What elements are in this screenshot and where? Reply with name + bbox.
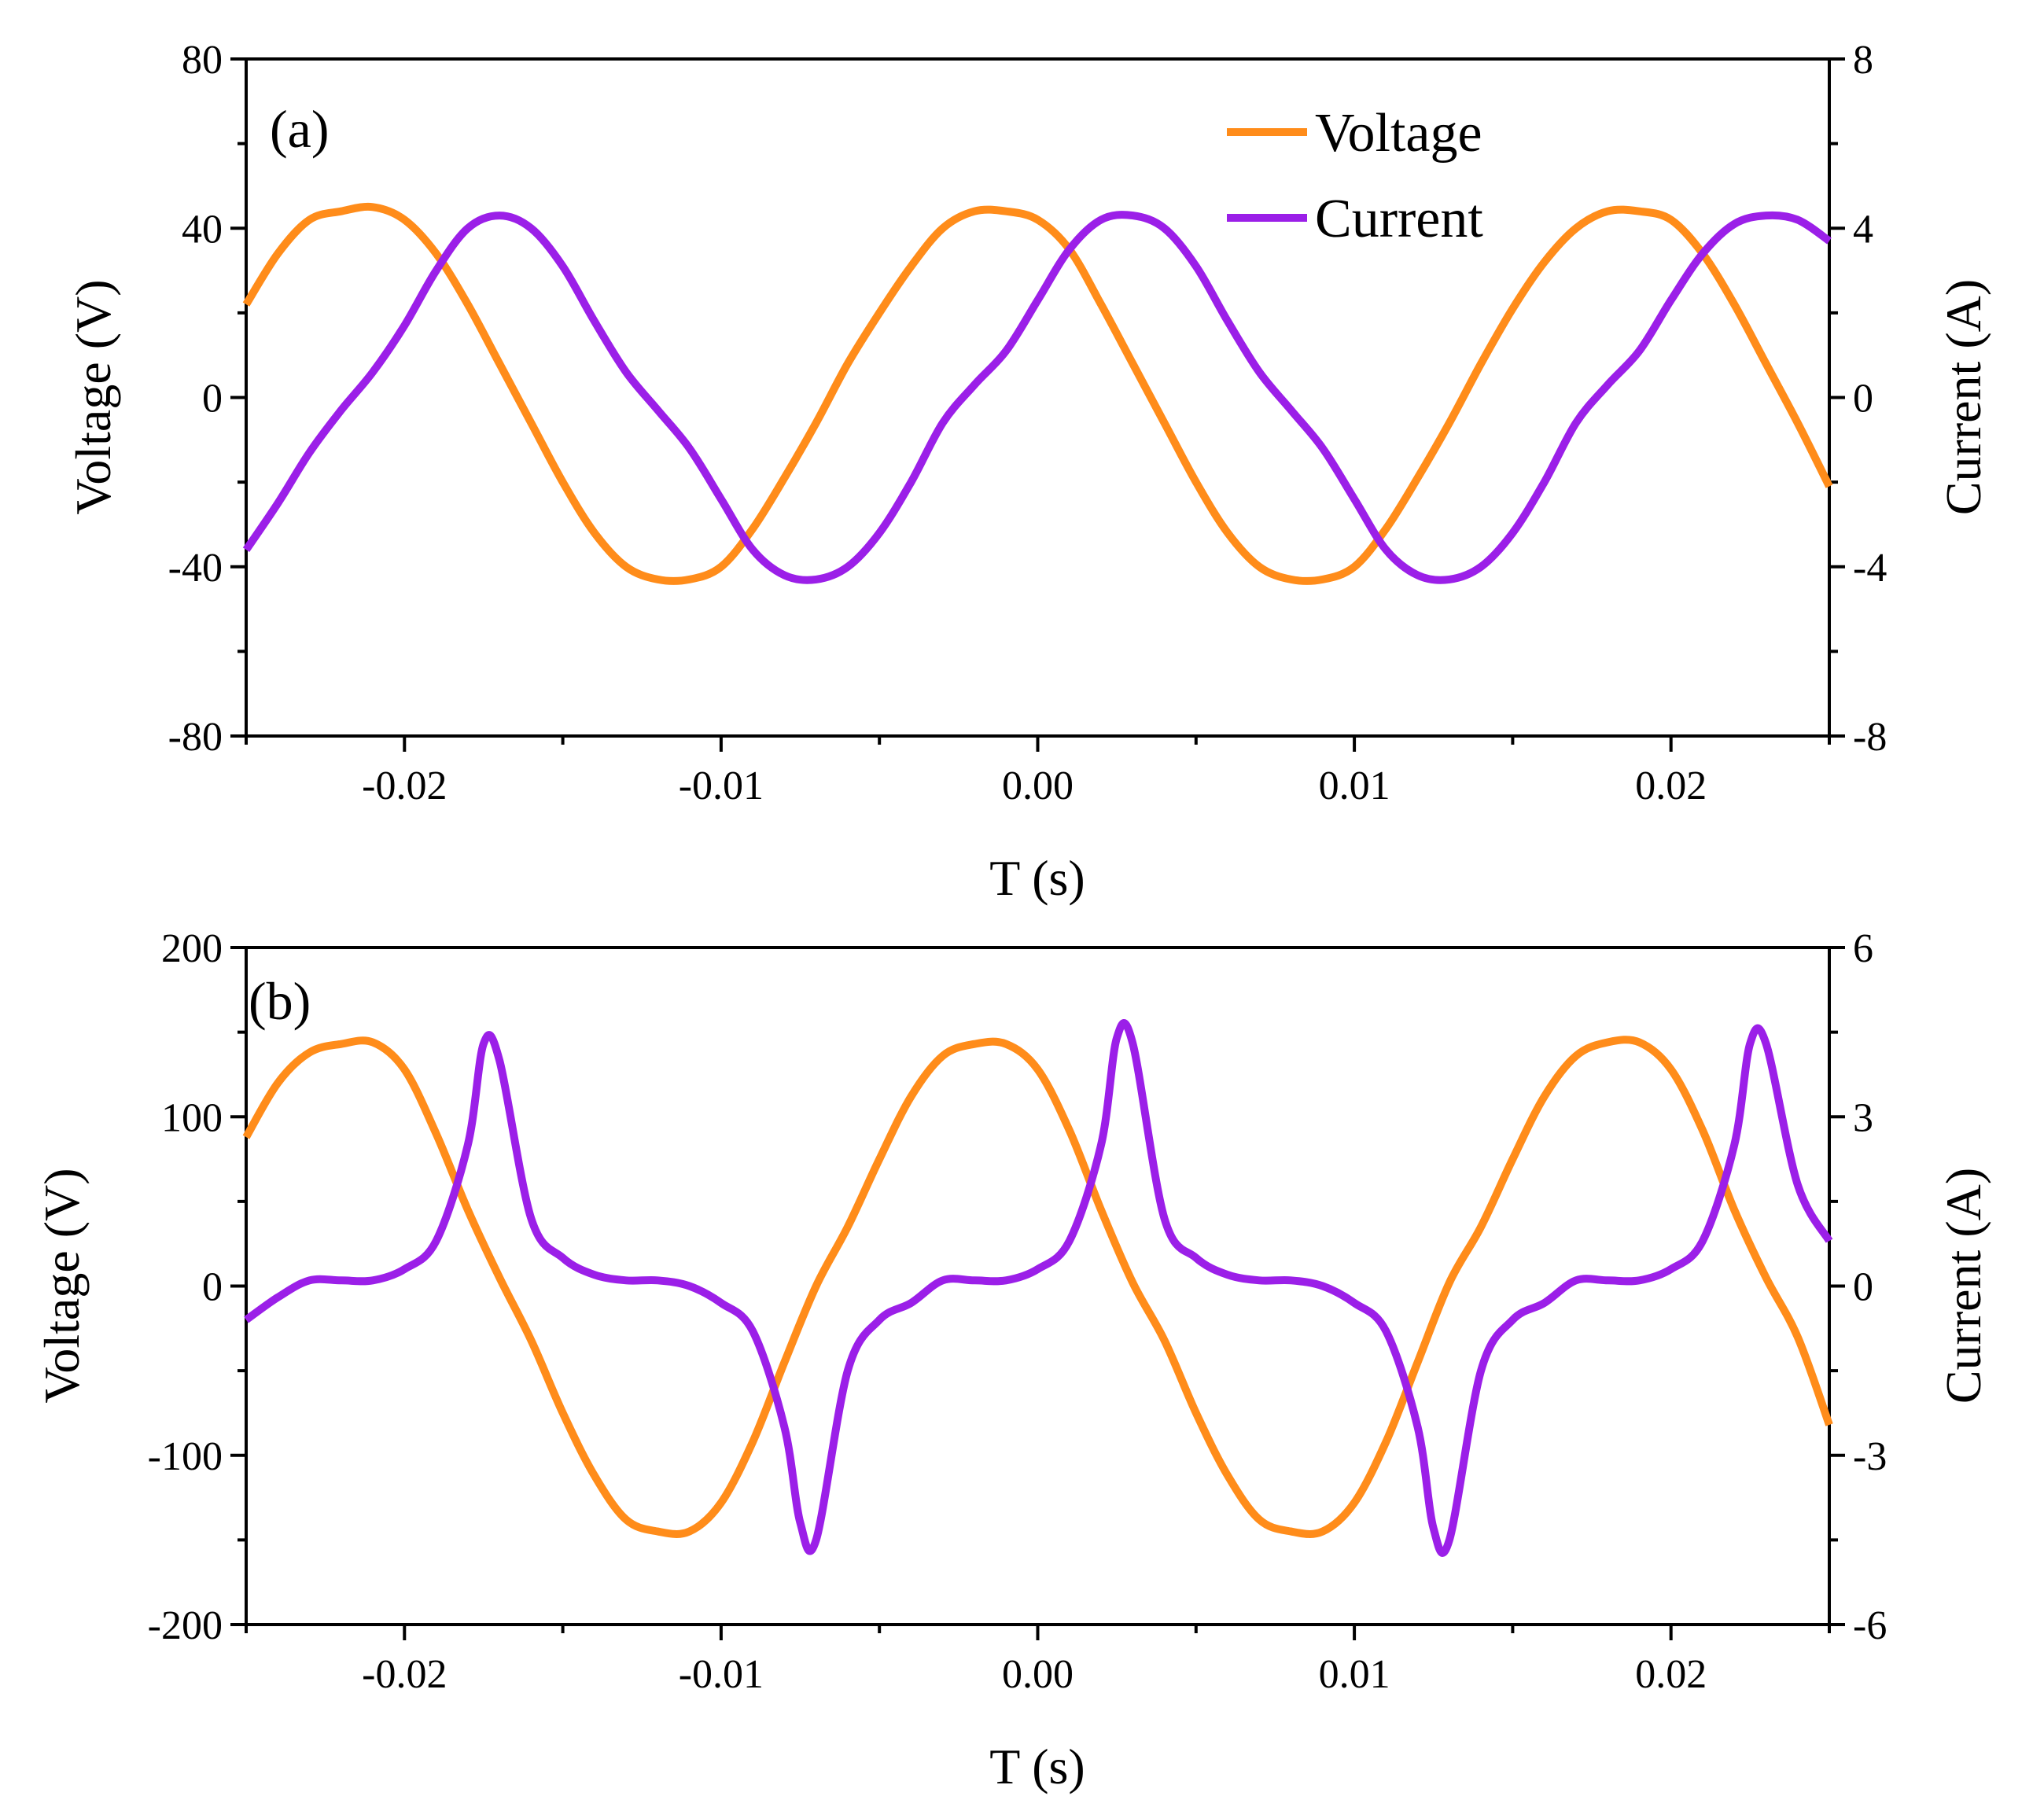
right-y-tick-label-b: 3	[1853, 1095, 1873, 1140]
x-tick-label-a: 0.00	[1002, 764, 1074, 808]
left-y-tick-label-a: 0	[202, 377, 223, 421]
panel-label-b: (b)	[249, 971, 311, 1031]
right-y-tick-label-a: 4	[1853, 207, 1873, 252]
right-y-tick-label-a: -4	[1853, 546, 1887, 591]
right-y-tick-label-a: 0	[1853, 377, 1873, 421]
current-line-b	[244, 1019, 1833, 1557]
voltage-line-b	[242, 1036, 1833, 1538]
left-y-tick-label-a: -80	[168, 715, 223, 760]
x-axis-b: -0.02 -0.01 0.00 0.01 0.02	[245, 1625, 1831, 1697]
x-tick-label-b: 0.02	[1635, 1652, 1707, 1697]
voltage-line-a	[242, 202, 1833, 585]
x-tick-label-b: 0.00	[1002, 1652, 1074, 1697]
left-y-axis-b: -200 -100 0 100 200	[148, 926, 246, 1648]
right-y-tick-label-b: -3	[1853, 1434, 1887, 1479]
panel-b: -0.02 -0.01 0.00 0.01 0.02 -200 -100 0 100 200 -…	[34, 926, 1991, 1794]
x-tick-label-a: 0.02	[1635, 764, 1707, 808]
current-line-a	[242, 211, 1832, 584]
left-y-axis-title-b: Voltage (V)	[34, 1168, 90, 1403]
left-y-tick-label-b: 0	[202, 1265, 223, 1310]
legend-current-label: Current	[1315, 189, 1483, 249]
panel-label-a: (a)	[270, 99, 329, 159]
legend-voltage-label: Voltage	[1315, 103, 1482, 164]
x-tick-label-a: -0.02	[362, 764, 447, 808]
right-y-axis-a: -8 -4 0 4 8	[1829, 38, 1887, 760]
left-y-tick-label-b: -100	[148, 1434, 223, 1479]
right-y-axis-title-a: Current (A)	[1935, 279, 1991, 515]
right-y-axis-title-b: Current (A)	[1935, 1168, 1991, 1404]
right-y-tick-label-b: 6	[1853, 926, 1873, 971]
x-axis-title-a: T (s)	[989, 850, 1085, 906]
right-y-tick-label-a: -8	[1853, 715, 1887, 760]
left-y-tick-label-a: 40	[182, 207, 223, 252]
x-tick-label-b: 0.01	[1319, 1652, 1390, 1697]
left-y-axis-a: -80 -40 0 40 80	[168, 38, 246, 760]
legend: Voltage Current	[1227, 103, 1483, 249]
right-y-tick-label-b: -6	[1853, 1603, 1887, 1648]
series-lines-a	[242, 202, 1833, 585]
left-y-tick-label-b: -200	[148, 1603, 223, 1648]
x-tick-label-a: 0.01	[1319, 764, 1390, 808]
x-tick-label-a: -0.01	[679, 764, 764, 808]
left-y-tick-label-b: 100	[161, 1095, 223, 1140]
x-axis-title-b: T (s)	[989, 1739, 1085, 1794]
series-lines-b	[242, 1019, 1833, 1557]
left-y-tick-label-b: 200	[161, 926, 223, 971]
x-axis-a: -0.02 -0.01 0.00 0.01 0.02	[245, 736, 1831, 808]
left-y-tick-label-a: -40	[168, 546, 223, 591]
x-tick-label-b: -0.01	[679, 1652, 764, 1697]
left-y-tick-label-a: 80	[182, 38, 223, 83]
right-y-tick-label-b: 0	[1853, 1265, 1873, 1310]
x-tick-label-b: -0.02	[362, 1652, 447, 1697]
right-y-axis-b: -6 -3 0 3 6	[1829, 926, 1887, 1648]
left-y-axis-title-a: Voltage (V)	[65, 279, 121, 514]
right-y-tick-label-a: 8	[1853, 38, 1873, 83]
